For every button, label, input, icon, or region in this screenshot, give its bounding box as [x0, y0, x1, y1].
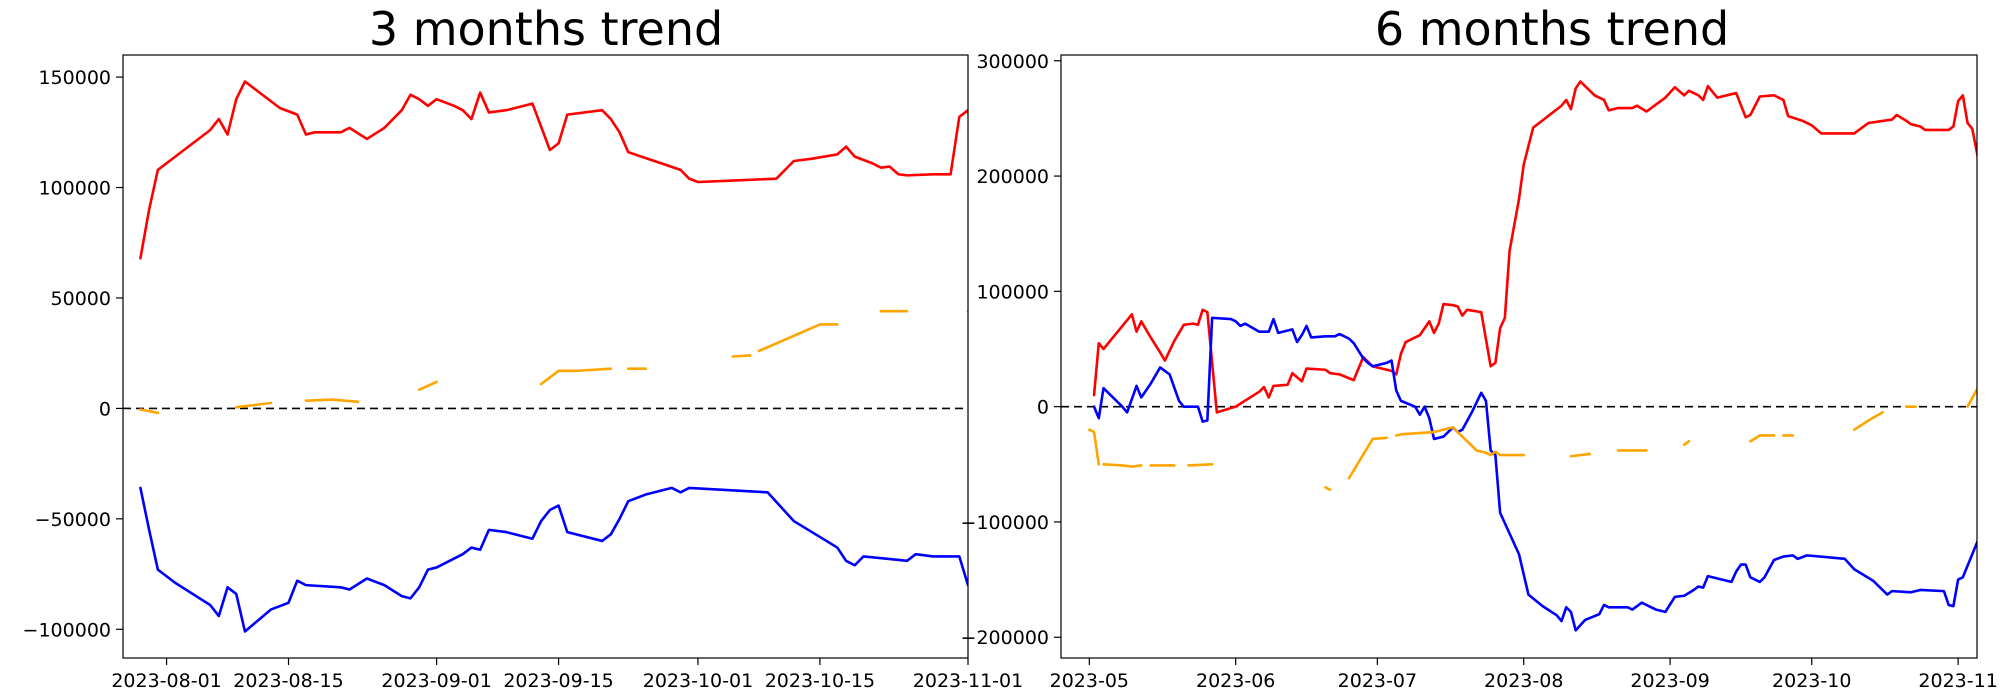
- x-tick-label: 2023-10-01: [643, 670, 753, 692]
- orange-series-line: [1394, 426, 1526, 457]
- red-series-line: [139, 80, 968, 260]
- orange-series-line: [1966, 386, 1977, 408]
- orange-series-line: [234, 401, 273, 409]
- axes-frame: [122, 54, 969, 659]
- blue-series-line: [1092, 316, 1977, 632]
- x-tick-label: 2023-07: [1338, 670, 1417, 692]
- plot-area: −200000 −100000 0 100000 200000 300000 2023-05…: [961, 51, 1998, 692]
- orange-series-line: [1682, 439, 1691, 446]
- x-tick-label: 2023-08: [1484, 670, 1563, 692]
- y-tick-label: 200000: [976, 166, 1049, 188]
- x-tick-label: 2023-11-01: [913, 670, 1023, 692]
- x-tick-label: 2023-09-15: [503, 670, 613, 692]
- y-tick-label: 100000: [976, 281, 1049, 303]
- plot-area: −100000 −50000 0 50000 100000 150000 2023-08-0…: [23, 54, 1023, 692]
- chart-3-months-trend: 3 months trend −100000 −50000 0 50000 100000…: [23, 2, 1024, 692]
- blue-series-line: [139, 486, 968, 633]
- orange-series-line: [1102, 463, 1143, 468]
- y-tick-label: 300000: [976, 51, 1049, 73]
- x-tick-label: 2023-08-01: [111, 670, 221, 692]
- x-tick-label: 2023-06: [1196, 670, 1275, 692]
- x-tick-label: 2023-11: [1918, 670, 1997, 692]
- orange-series-line: [304, 398, 360, 404]
- y-tick-label: −100000: [961, 512, 1049, 534]
- orange-series-line: [1088, 428, 1101, 466]
- y-tick-label: 150000: [38, 67, 111, 89]
- x-tick-label: 2023-10-15: [765, 670, 875, 692]
- orange-series-line: [1187, 463, 1214, 467]
- orange-series-line: [139, 408, 160, 415]
- x-tick-label: 2023-09-01: [381, 670, 491, 692]
- axes-frame: [1060, 54, 1978, 659]
- y-tick-label: −200000: [961, 627, 1049, 649]
- x-tick-label: 2023-05: [1050, 670, 1129, 692]
- x-tick-label: 2023-10: [1772, 670, 1851, 692]
- series-layer: [1061, 80, 1977, 632]
- y-tick-label: 0: [1037, 397, 1049, 419]
- red-series-line: [1092, 80, 1977, 414]
- orange-series-line: [731, 354, 752, 358]
- y-tick-label: 50000: [51, 288, 111, 310]
- orange-series-line: [539, 367, 613, 386]
- series-layer: [123, 80, 968, 633]
- orange-series-line: [1569, 452, 1592, 458]
- orange-series-line: [1852, 411, 1884, 432]
- y-tick-label: 100000: [38, 178, 111, 200]
- chart-title: 6 months trend: [1375, 2, 1729, 56]
- y-tick-label: −100000: [23, 619, 111, 641]
- y-tick-label: 0: [99, 398, 111, 420]
- x-tick-label: 2023-08-15: [233, 670, 343, 692]
- chart-6-months-trend: 6 months trend −200000 −100000 0 100000 2000…: [961, 2, 1998, 692]
- orange-series-line: [757, 323, 839, 353]
- y-tick-label: −50000: [35, 509, 111, 531]
- orange-series-line: [1347, 436, 1389, 480]
- orange-series-line: [417, 380, 438, 391]
- orange-series-line: [1749, 434, 1776, 443]
- x-tick-label: 2023-09: [1630, 670, 1709, 692]
- chart-title: 3 months trend: [369, 2, 723, 56]
- orange-series-line: [1324, 486, 1332, 491]
